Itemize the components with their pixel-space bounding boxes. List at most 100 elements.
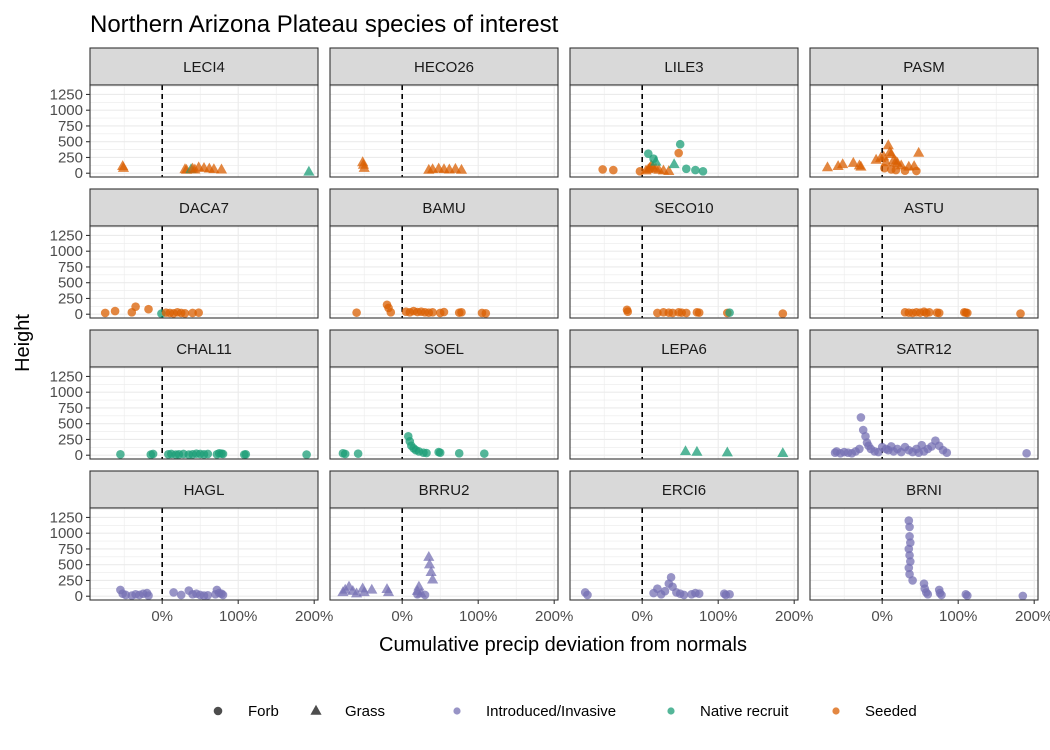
data-point	[353, 449, 363, 458]
data-point	[176, 590, 186, 600]
data-point	[366, 583, 378, 594]
x-axis-label: Cumulative precip deviation from normals	[379, 634, 747, 656]
data-point	[583, 590, 592, 600]
data-point	[675, 139, 685, 149]
data-point	[302, 450, 311, 459]
panel-border	[569, 366, 799, 460]
data-points	[116, 449, 311, 459]
panel-border	[329, 507, 559, 601]
facet-strip-label: CHAL11	[176, 341, 232, 358]
facet-strip	[569, 188, 799, 227]
x-tick-label: 0%	[391, 608, 413, 625]
facet-strip	[329, 188, 559, 227]
facet-strip	[89, 47, 319, 86]
data-point	[358, 161, 370, 172]
plot-area	[570, 367, 798, 459]
data-point	[455, 163, 468, 174]
data-points	[679, 445, 789, 458]
legend-key-color	[832, 707, 840, 715]
gridlines	[810, 226, 1038, 318]
facet-strip	[329, 470, 559, 509]
legend-label: Introduced/Invasive	[486, 703, 616, 720]
facet-strip	[89, 470, 319, 509]
facet-strip	[809, 47, 1039, 86]
plot-area	[330, 367, 558, 459]
plot-area	[570, 85, 798, 177]
plot-area	[810, 85, 1038, 177]
data-point	[963, 308, 972, 318]
y-tick-label: 1250	[50, 509, 83, 526]
data-point	[427, 573, 439, 584]
facet-strip-label: BRNI	[906, 482, 942, 499]
data-point	[1022, 449, 1031, 458]
x-tick-label: 0%	[871, 608, 893, 625]
panel-border	[569, 507, 799, 601]
plot-area	[90, 85, 318, 177]
data-point	[352, 308, 361, 317]
facet-strip-label: LECI4	[183, 59, 225, 76]
data-point	[340, 449, 350, 459]
legend-key-triangle	[310, 704, 322, 715]
plot-area	[90, 226, 318, 318]
data-point	[100, 308, 110, 318]
data-points	[352, 300, 491, 318]
data-point	[203, 590, 213, 600]
data-point	[117, 161, 130, 172]
facet-strip-label: BAMU	[422, 200, 465, 217]
data-point	[215, 163, 228, 174]
data-point	[913, 146, 925, 157]
panel-border	[329, 84, 559, 178]
data-points	[580, 573, 734, 600]
panel-border	[329, 225, 559, 319]
legend-label: Forb	[248, 703, 279, 720]
data-point	[912, 166, 921, 176]
panel-border	[569, 225, 799, 319]
gridlines	[810, 508, 1038, 600]
data-point	[905, 550, 914, 560]
data-points	[622, 305, 788, 318]
data-point	[131, 302, 140, 311]
data-point	[1018, 591, 1028, 601]
facet-panel-astu: ASTU	[809, 188, 1039, 319]
panel-border	[809, 507, 1039, 601]
x-tick-label: 200%	[535, 608, 573, 625]
data-point	[457, 308, 466, 317]
data-point	[905, 532, 914, 541]
data-point	[413, 580, 425, 591]
data-point	[218, 449, 228, 459]
data-point	[144, 591, 153, 600]
data-point	[116, 449, 125, 459]
data-point	[847, 156, 859, 167]
y-axis-label: Height	[12, 314, 34, 372]
gridlines	[330, 367, 558, 459]
data-point	[241, 449, 251, 459]
data-point	[925, 308, 934, 317]
facet-strip-label: DACA7	[179, 200, 229, 217]
y-tick-label: 250	[58, 572, 83, 589]
data-point	[942, 448, 952, 457]
data-point	[660, 586, 670, 596]
y-tick-label: 250	[58, 149, 83, 166]
data-point	[666, 573, 676, 582]
y-tick-label: 0	[75, 588, 83, 605]
y-tick-label: 750	[58, 400, 83, 417]
data-points	[598, 139, 708, 176]
facet-strip	[809, 329, 1039, 368]
plot-area	[330, 508, 558, 600]
data-point	[679, 590, 689, 600]
facet-strip	[569, 329, 799, 368]
data-point	[679, 445, 692, 456]
data-point	[303, 165, 315, 176]
y-tick-label: 0	[75, 447, 83, 464]
data-point	[650, 155, 662, 166]
facet-strip	[329, 329, 559, 368]
x-tick-label: 0%	[631, 608, 653, 625]
y-tick-label: 500	[58, 275, 83, 292]
facet-panel-lile3: LILE3	[569, 47, 799, 178]
data-point	[188, 308, 197, 318]
data-point	[725, 308, 734, 317]
data-point	[934, 308, 944, 318]
